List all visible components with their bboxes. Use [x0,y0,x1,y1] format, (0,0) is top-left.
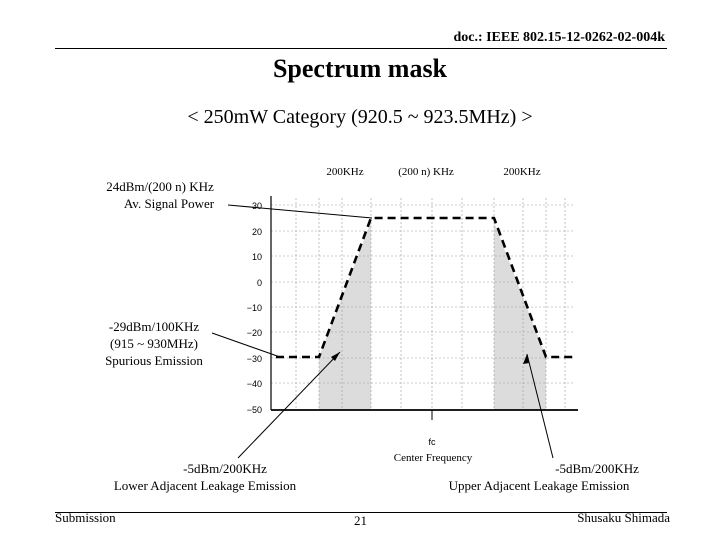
y-tick-label: −20 [247,328,262,338]
lower-adjacent-value: -5dBm/200KHz [183,461,267,476]
spurious-emission-range: (915 ~ 930MHz) [110,336,198,351]
signal-power-label: 24dBm/(200 n) KHz Av. Signal Power [80,178,240,212]
upper-adjacent-label: -5dBm/200KHz Upper Adjacent Leakage Emis… [414,460,664,494]
signal-power-caption: Av. Signal Power [123,196,215,211]
spurious-emission-caption: Spurious Emission [105,353,203,368]
signal-power-pointer [227,204,373,219]
y-tick-label: 0 [257,278,262,288]
spurious-emission-label: -29dBm/100KHz (915 ~ 930MHz) Spurious Em… [82,318,226,369]
y-tick-label: −50 [247,405,262,415]
signal-power-value: 24dBm/(200 n) KHz [106,179,214,194]
upper-adjacent-pointer [526,353,554,459]
y-tick-label: −40 [247,379,262,389]
header-rule [55,48,667,49]
spectrum-mask-line [276,216,574,359]
fc-label: fc [428,437,436,447]
y-tick-label: −10 [247,303,262,313]
lower-adjacent-band [319,222,371,410]
upper-adjacent-arrowhead [523,354,529,364]
spurious-emission-value: -29dBm/100KHz [108,319,200,334]
y-tick-label: 20 [252,227,262,237]
upper-adjacent-band [494,222,546,410]
footer-author: Shusaku Shimada [577,510,670,525]
slide-title: Spectrum mask [272,54,448,83]
y-tick-label: 30 [252,201,262,211]
lower-adjacent-arrowhead [331,352,340,361]
document-id: doc.: IEEE 802.15-12-0262-02-004k [453,30,665,45]
y-tick-label: −30 [247,354,262,364]
lower-adjacent-pointer [237,351,341,459]
lower-adjacent-caption: Lower Adjacent Leakage Emission [113,478,297,493]
top-label-center-band: (200 n) KHz [398,166,454,178]
spurious-pointer [211,332,281,358]
chart-grid [271,198,575,410]
footer-rule [55,512,667,513]
top-label-left-200khz: 200KHz [326,166,363,178]
lower-adjacent-label: -5dBm/200KHz Lower Adjacent Leakage Emis… [80,460,330,494]
slide-subtitle: < 250mW Category (920.5 ~ 923.5MHz) > [187,106,533,128]
upper-adjacent-value: -5dBm/200KHz [555,461,639,476]
page-number: 21 [354,513,367,528]
center-frequency-label: Center Frequency [394,452,473,464]
footer-submission: Submission [55,510,116,525]
top-label-right-200khz: 200KHz [503,166,540,178]
upper-adjacent-caption: Upper Adjacent Leakage Emission [448,478,630,493]
y-tick-label: 10 [252,252,262,262]
